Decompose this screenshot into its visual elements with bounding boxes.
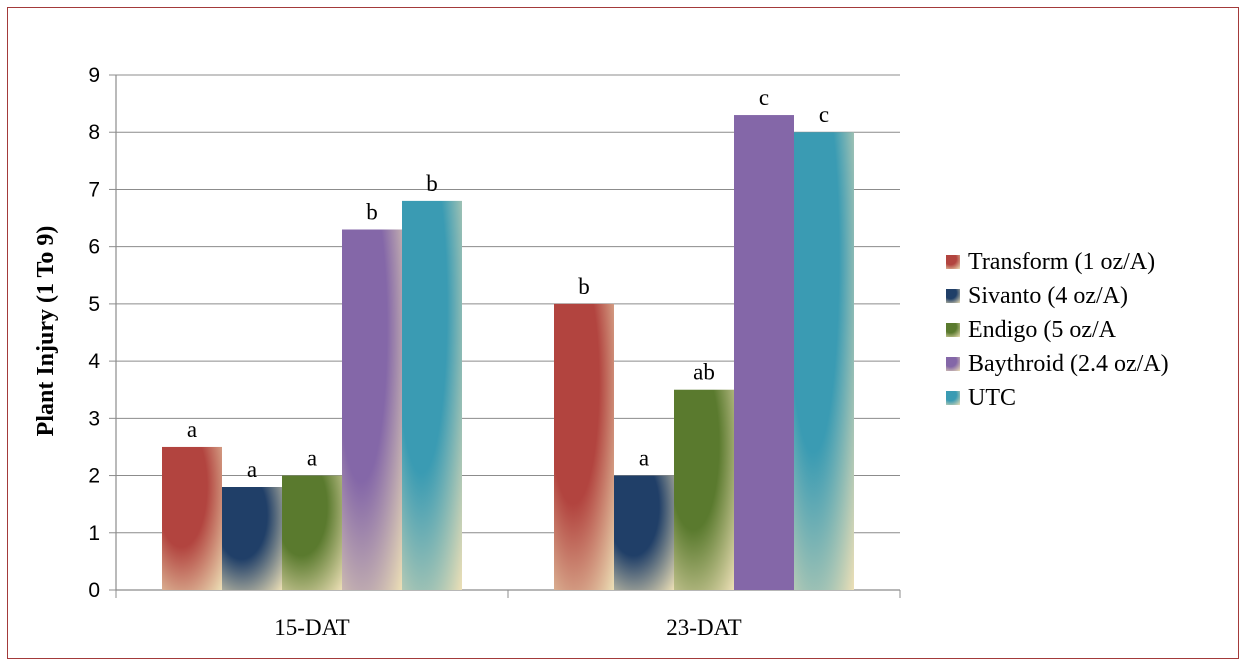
bar-significance-label: a [307,446,317,471]
axes: 0 1 2 3 4 5 6 7 8 9 15-DAT 23-DAT [88,64,901,640]
legend[interactable]: Transform (1 oz/A) Sivanto (4 oz/A) Endigo… [946,249,1169,411]
bar-significance-label: ab [693,360,715,385]
legend-item[interactable]: Endigo (5 oz/A [946,317,1117,343]
bar-23-dat-series-2 [674,389,734,590]
y-tick-label: 5 [88,293,100,316]
y-tick-label: 0 [88,579,100,602]
y-tick-label: 2 [88,465,100,488]
legend-item[interactable]: UTC [946,385,1016,411]
bar-23-dat-series-1 [614,475,674,590]
legend-swatch [946,391,960,405]
bar-23-dat-series-3 [734,115,794,591]
legend-swatch [946,323,960,337]
y-tick-label: 3 [88,407,100,430]
bar-15-dat-series-2 [282,475,342,590]
legend-label: UTC [968,385,1016,411]
bar-significance-label: a [639,446,649,471]
x-category-label: 15-DAT [274,615,349,640]
y-axis-title: Plant Injury (1 To 9) [33,226,59,437]
legend-label: Transform (1 oz/A) [968,249,1155,275]
bar-15-dat-series-4 [402,200,462,590]
y-tick-label: 4 [88,350,100,373]
legend-swatch [946,357,960,371]
bar-significance-label: a [247,457,257,482]
legend-swatch [946,255,960,269]
legend-item[interactable]: Transform (1 oz/A) [946,249,1155,275]
y-tick-label: 1 [88,522,100,545]
legend-label: Sivanto (4 oz/A) [968,283,1128,309]
bar-significance-label: b [366,200,378,225]
bars [162,115,854,591]
bar-significance-label: c [819,102,829,127]
legend-item[interactable]: Sivanto (4 oz/A) [946,283,1128,309]
legend-label: Endigo (5 oz/A [968,317,1117,343]
legend-swatch [946,289,960,303]
bar-23-dat-series-0 [554,303,614,590]
y-tick-label: 9 [88,64,100,87]
legend-label: Baythroid (2.4 oz/A) [968,351,1169,377]
y-tick-label: 6 [88,236,100,259]
bar-15-dat-series-1 [222,487,282,590]
legend-item[interactable]: Baythroid (2.4 oz/A) [946,351,1169,377]
bar-23-dat-series-4 [794,132,854,590]
bar-15-dat-series-3 [342,229,402,590]
bar-significance-label: b [578,274,590,299]
x-category-label: 23-DAT [666,615,741,640]
bar-significance-label: a [187,417,197,442]
y-tick-label: 8 [88,121,100,144]
bar-15-dat-series-0 [162,446,222,590]
bar-significance-label: c [759,85,769,110]
bar-significance-label: b [426,171,438,196]
y-tick-label: 7 [88,178,100,201]
